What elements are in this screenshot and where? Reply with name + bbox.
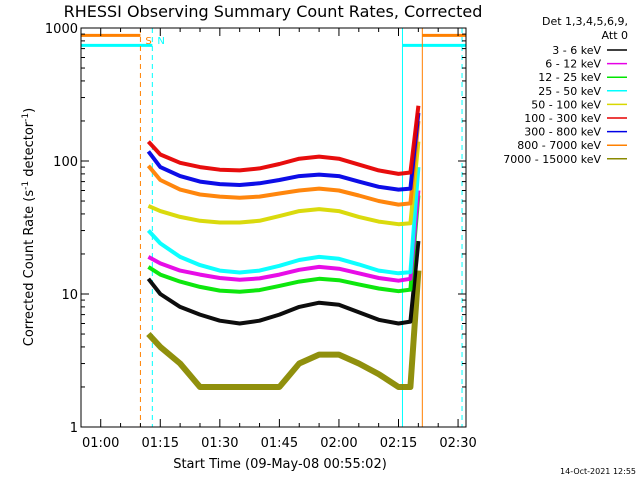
y-axis-label: Corrected Count Rate (s-1 detector-1) — [21, 108, 37, 346]
legend-label-0: 3 - 6 keV — [552, 44, 601, 57]
series-line-6 — [146, 112, 421, 192]
series-line-0 — [146, 240, 421, 326]
series-line-3 — [146, 166, 421, 276]
legend-label-8: 7000 - 15000 keV — [503, 153, 601, 166]
legend-label-2: 12 - 25 keV — [538, 71, 601, 84]
y-tick-label-2: 100 — [53, 155, 78, 170]
marker-label-1: N — [157, 36, 164, 47]
series-line-8 — [146, 270, 422, 390]
y-tick-label-3: 1000 — [45, 22, 78, 37]
x-tick-label-6: 02:30 — [439, 436, 476, 451]
y-tick-label-1: 10 — [61, 288, 78, 303]
marker-label-0: S — [145, 36, 151, 47]
series-line-1 — [147, 190, 421, 283]
legend-label-5: 100 - 300 keV — [524, 112, 601, 125]
legend-label-1: 6 - 12 keV — [545, 58, 601, 71]
legend-label-6: 300 - 800 keV — [524, 126, 601, 139]
chart-title: RHESSI Observing Summary Count Rates, Co… — [64, 2, 483, 21]
x-tick-label-5: 02:15 — [380, 436, 417, 451]
legend-label-7: 800 - 7000 keV — [517, 139, 601, 152]
legend-label-3: 25 - 50 keV — [538, 85, 601, 98]
series-line-5 — [146, 105, 421, 176]
series-line-7 — [146, 120, 421, 207]
series-line-2 — [147, 195, 421, 294]
plot-frame — [80, 27, 467, 428]
footer-timestamp: 14-Oct-2021 12:55 — [560, 467, 636, 476]
x-tick-label-2: 01:30 — [201, 436, 238, 451]
y-axis: 1 10 100 1000 — [45, 22, 466, 436]
x-tick-label-4: 02:00 — [320, 436, 357, 451]
x-axis-label: Start Time (09-May-08 00:55:02) — [173, 457, 387, 472]
x-tick-label-1: 01:15 — [142, 436, 179, 451]
legend-header-line-2: Att 0 — [602, 29, 628, 42]
x-axis: 01:00 01:15 01:30 01:45 02:00 02:15 02:30 — [82, 28, 477, 451]
x-tick-label-0: 01:00 — [82, 436, 119, 451]
y-tick-label-0: 1 — [70, 421, 78, 436]
series-line-4 — [147, 141, 421, 227]
x-tick-label-3: 01:45 — [261, 436, 298, 451]
legend-label-4: 50 - 100 keV — [531, 98, 601, 111]
legend-header-line-1: Det 1,3,4,5,6,9, — [542, 15, 628, 28]
